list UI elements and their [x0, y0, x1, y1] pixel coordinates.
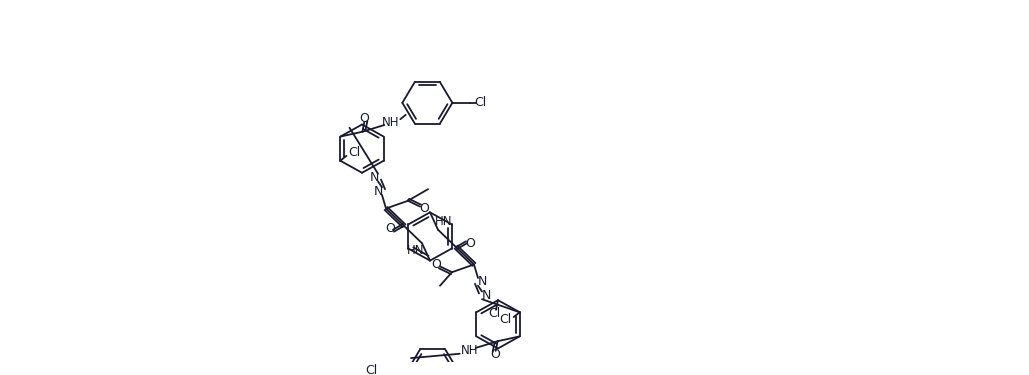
Text: HN: HN [435, 216, 453, 228]
Text: Cl: Cl [488, 307, 500, 320]
Text: O: O [465, 237, 475, 250]
Text: NH: NH [461, 344, 478, 357]
Text: Cl: Cl [474, 96, 487, 109]
Text: Cl: Cl [348, 147, 360, 159]
Text: O: O [385, 222, 395, 235]
Text: HN: HN [407, 244, 425, 258]
Text: N: N [477, 275, 487, 288]
Text: Cl: Cl [365, 364, 378, 375]
Text: Cl: Cl [499, 314, 511, 327]
Text: O: O [431, 258, 441, 271]
Text: O: O [419, 202, 429, 215]
Text: O: O [359, 112, 369, 125]
Text: N: N [482, 289, 491, 302]
Text: N: N [369, 171, 379, 184]
Text: O: O [491, 348, 500, 361]
Text: N: N [374, 184, 383, 198]
Text: NH: NH [382, 116, 399, 129]
